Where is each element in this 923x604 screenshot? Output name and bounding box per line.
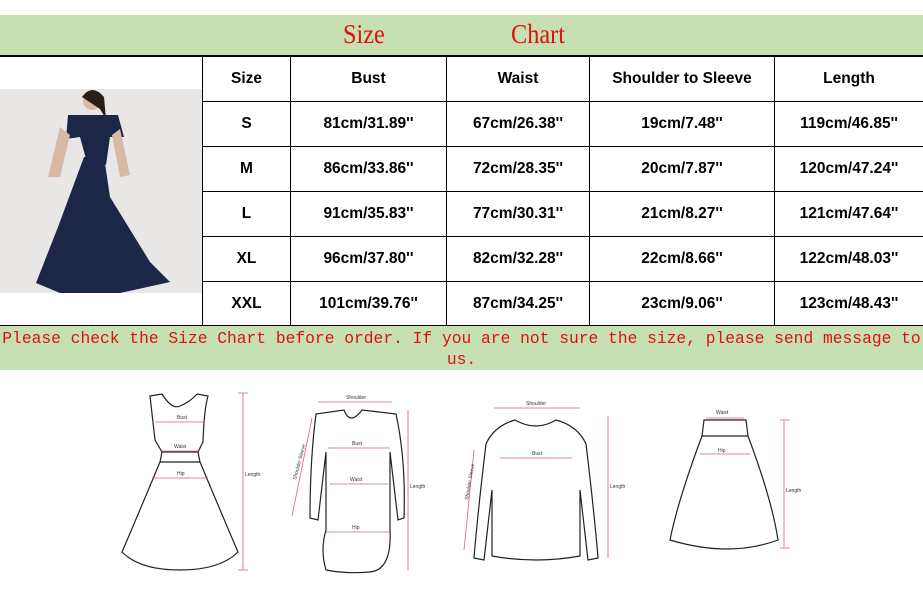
label-waist: Waist [716, 410, 729, 416]
cell-length: 121cm/47.64'' [774, 191, 923, 237]
sweater-diagram: Shoulder Bust Length Shoulder Sleeve [463, 401, 626, 561]
cell-shoulder: 19cm/7.48'' [589, 101, 775, 147]
table-row: L 91cm/35.83'' 77cm/30.31'' 21cm/8.27'' 121c… [0, 191, 923, 237]
label-length: Length [245, 472, 261, 478]
header-size: Size [202, 56, 291, 102]
label-waist: Waist [174, 444, 187, 450]
title-chart: Chart [511, 19, 565, 49]
table-row: XXL 101cm/39.76'' 87cm/34.25'' 23cm/9.06'' 1… [0, 281, 923, 327]
table-row: S 81cm/31.89'' 67cm/26.38'' 19cm/7.48'' 119c… [0, 101, 923, 147]
cell-waist: 77cm/30.31'' [446, 191, 590, 237]
cell-size: M [202, 146, 291, 192]
cell-bust: 101cm/39.76'' [290, 281, 447, 327]
cell-length: 120cm/47.24'' [774, 146, 923, 192]
size-table: Size Bust Waist Shoulder to Sleeve Lengt… [0, 56, 923, 327]
cell-shoulder: 22cm/8.66'' [589, 236, 775, 282]
header-waist: Waist [446, 56, 590, 102]
label-bust: Bust [352, 441, 363, 447]
notice-text: Please check the Size Chart before order… [0, 325, 923, 370]
cell-size: XXL [202, 281, 291, 327]
cell-length: 122cm/48.03'' [774, 236, 923, 282]
long-sleeve-dress-diagram: Shoulder Bust Waist Hip Length Shoulder … [291, 395, 426, 574]
cell-bust: 96cm/37.80'' [290, 236, 447, 282]
title-size: Size [343, 19, 385, 49]
label-shoulder: Shoulder [526, 401, 546, 407]
cell-size: S [202, 101, 291, 147]
cell-waist: 82cm/32.28'' [446, 236, 590, 282]
product-photo [0, 88, 202, 293]
label-hip: Hip [718, 448, 726, 454]
label-shoulder-sleeve: Shoulder Sleeve [464, 463, 476, 500]
cell-bust: 81cm/31.89'' [290, 101, 447, 147]
cell-waist: 67cm/26.38'' [446, 101, 590, 147]
table-row: XL 96cm/37.80'' 82cm/32.28'' 22cm/8.66'' 122… [0, 236, 923, 282]
measurement-diagrams: Bust Waist Hip Length Shoulder Bust Wais… [121, 392, 802, 574]
title-band: Size Chart [0, 15, 923, 57]
table-row: M 86cm/33.86'' 72cm/28.35'' 20cm/7.87'' 120c… [0, 146, 923, 192]
sleeveless-dress-diagram: Bust Waist Hip Length [121, 392, 261, 571]
header-bust: Bust [290, 56, 447, 102]
cell-shoulder: 23cm/9.06'' [589, 281, 775, 327]
cell-size: XL [202, 236, 291, 282]
label-hip: Hip [177, 471, 185, 477]
header-length: Length [774, 56, 923, 102]
label-length: Length [610, 484, 626, 490]
cell-length: 119cm/46.85'' [774, 101, 923, 147]
label-bust: Bust [177, 415, 188, 421]
label-length: Length [786, 488, 802, 494]
table-header-row: Size Bust Waist Shoulder to Sleeve Lengt… [0, 56, 923, 327]
label-waist: Waist [350, 477, 363, 483]
label-shoulder: Shoulder [346, 395, 366, 401]
product-photo-cell [0, 56, 203, 327]
skirt-diagram: Waist Hip Length [669, 410, 802, 550]
cell-waist: 72cm/28.35'' [446, 146, 590, 192]
label-hip: Hip [352, 525, 360, 531]
label-length: Length [410, 484, 426, 490]
cell-bust: 91cm/35.83'' [290, 191, 447, 237]
cell-waist: 87cm/34.25'' [446, 281, 590, 327]
cell-bust: 86cm/33.86'' [290, 146, 447, 192]
header-shoulder-to-sleeve: Shoulder to Sleeve [589, 56, 775, 102]
label-shoulder-sleeve: Shoulder Sleeve [292, 443, 307, 480]
cell-shoulder: 21cm/8.27'' [589, 191, 775, 237]
cell-size: L [202, 191, 291, 237]
cell-length: 123cm/48.43'' [774, 281, 923, 327]
cell-shoulder: 20cm/7.87'' [589, 146, 775, 192]
label-bust: Bust [532, 451, 543, 457]
